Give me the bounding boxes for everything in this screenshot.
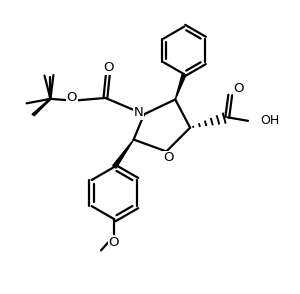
Text: O: O (164, 151, 174, 165)
Polygon shape (112, 140, 134, 168)
Text: O: O (233, 82, 244, 95)
Text: O: O (109, 235, 119, 249)
Polygon shape (175, 74, 186, 99)
Text: OH: OH (260, 114, 280, 127)
Text: N: N (134, 106, 144, 119)
Text: O: O (103, 61, 114, 74)
Text: O: O (67, 91, 77, 104)
